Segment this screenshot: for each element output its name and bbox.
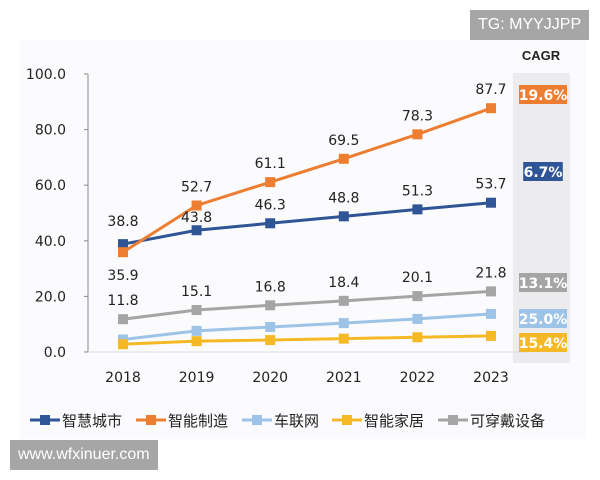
data-label: 46.3 [255, 197, 286, 213]
legend-marker [448, 415, 458, 425]
data-label: 35.9 [107, 268, 138, 284]
legend-label: 车联网 [274, 412, 319, 430]
data-point [412, 332, 423, 343]
data-label: 69.5 [328, 133, 359, 149]
cagr-badge: 19.6% [519, 88, 568, 104]
data-point [412, 204, 423, 215]
series-line-1 [122, 106, 492, 254]
y-tick-label: 0.0 [44, 345, 66, 361]
y-tick-label: 40.0 [35, 234, 66, 250]
data-label: 11.8 [107, 293, 138, 309]
data-label: 53.7 [475, 177, 506, 193]
data-point [338, 333, 349, 344]
data-label: 18.4 [328, 275, 359, 291]
data-label: 38.8 [107, 214, 138, 230]
data-label: 20.1 [402, 270, 433, 286]
data-label: 61.1 [255, 156, 286, 172]
data-point [265, 177, 276, 188]
data-point [486, 197, 496, 208]
data-point [486, 330, 496, 341]
x-tick-label: 2023 [473, 370, 509, 386]
data-point [191, 305, 202, 316]
data-label: 15.1 [181, 284, 212, 300]
data-point [338, 211, 349, 222]
data-point [338, 295, 349, 306]
legend-label: 可穿戴设备 [470, 412, 545, 430]
data-point [265, 321, 276, 332]
x-tick-label: 2021 [326, 370, 362, 386]
x-tick-label: 2022 [400, 370, 436, 386]
y-tick-label: 60.0 [35, 178, 66, 194]
data-point [486, 286, 496, 297]
legend-marker [146, 415, 156, 425]
x-tick-label: 2018 [105, 370, 141, 386]
cagr-badge: 6.7% [524, 165, 563, 181]
data-point [191, 200, 202, 211]
legend-marker [342, 415, 352, 425]
cagr-badge: 15.4% [519, 336, 568, 352]
cagr-badge-bg [519, 273, 567, 292]
data-point [486, 308, 496, 319]
data-point [338, 153, 349, 164]
data-point [265, 300, 276, 311]
data-label: 43.8 [181, 210, 212, 226]
legend-label: 智慧城市 [62, 412, 122, 430]
data-point [412, 129, 423, 140]
data-label: 78.3 [402, 108, 433, 124]
legend-label: 智能制造 [168, 412, 228, 430]
watermark-bottom: www.wfxinuer.com [10, 440, 158, 470]
data-point [265, 335, 276, 346]
data-label: 51.3 [402, 183, 433, 199]
legend-label: 智能家居 [364, 412, 424, 430]
legend-marker [252, 415, 262, 425]
data-point [118, 239, 128, 250]
data-point [118, 314, 128, 325]
data-point [191, 336, 202, 347]
data-point [265, 218, 276, 229]
data-point [338, 318, 349, 329]
cagr-badge-bg [523, 162, 563, 181]
series-line-0 [122, 201, 492, 246]
data-point [412, 313, 423, 324]
x-tick-label: 2019 [179, 370, 215, 386]
series-line-2 [122, 312, 492, 341]
series-line-3 [122, 334, 492, 346]
cagr-header: CAGR [522, 48, 561, 63]
data-label: 87.7 [475, 82, 506, 98]
y-tick-label: 20.0 [35, 289, 66, 305]
data-label: 21.8 [475, 265, 506, 281]
cagr-badge-bg [519, 85, 567, 104]
y-tick-label: 100.0 [26, 67, 66, 83]
series-line-4 [122, 289, 492, 321]
data-point [412, 291, 423, 302]
data-label: 48.8 [328, 190, 359, 206]
data-label: 52.7 [181, 179, 212, 195]
x-tick-label: 2020 [252, 370, 288, 386]
cagr-badge: 25.0% [519, 312, 568, 328]
data-label: 16.8 [255, 279, 286, 295]
cagr-badge: 13.1% [519, 276, 568, 292]
y-tick-label: 80.0 [35, 123, 66, 139]
cagr-badge-bg [519, 333, 567, 352]
data-point [191, 225, 202, 236]
data-point [191, 325, 202, 336]
data-point [118, 247, 128, 258]
cagr-badge-bg [519, 309, 567, 328]
watermark-top: TG: MYYJJPP [470, 10, 590, 40]
legend-marker [40, 415, 50, 425]
data-point [486, 103, 496, 114]
data-point [118, 339, 128, 350]
